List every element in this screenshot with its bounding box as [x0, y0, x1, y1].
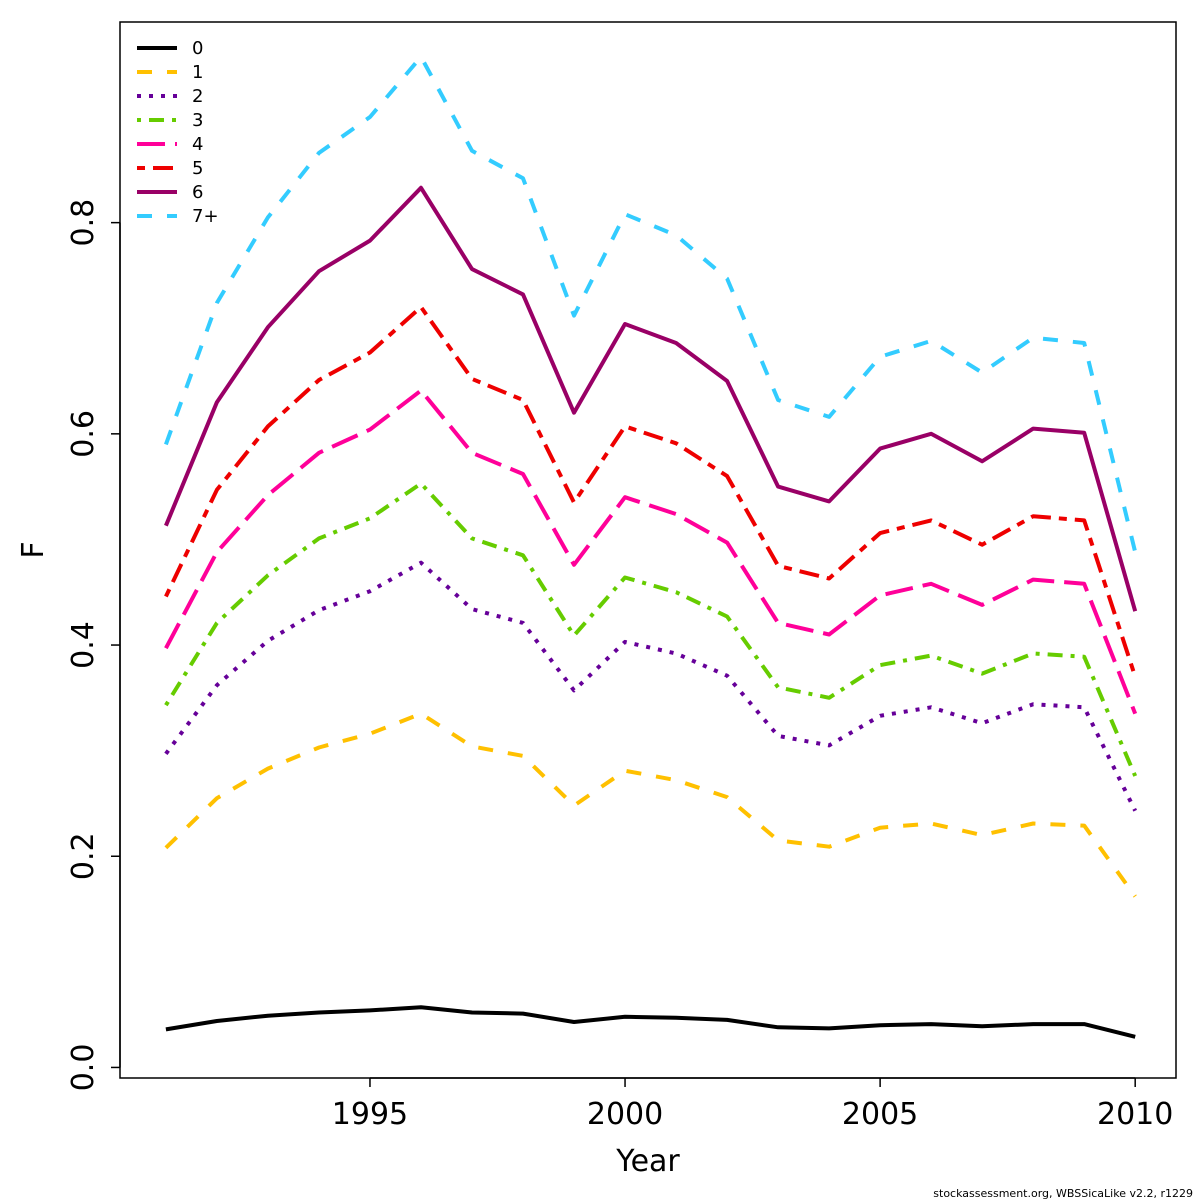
- y-tick-label: 0.8: [66, 199, 101, 247]
- series-line-7plus: [164, 54, 1138, 553]
- legend-label: 5: [192, 158, 203, 179]
- y-tick-label: 0.6: [66, 410, 101, 458]
- y-tick-label: 0.4: [66, 621, 101, 669]
- series-line-3: [164, 481, 1138, 777]
- legend-label: 3: [192, 110, 203, 131]
- legend: 0 1 2 3 4 5 6 7+: [137, 38, 219, 227]
- x-axis: 1995 2000 2005 2010: [332, 1077, 1173, 1132]
- plot-frame: [119, 21, 1177, 1079]
- x-tick-label: 1995: [332, 1097, 408, 1132]
- legend-label: 7+: [192, 206, 219, 227]
- x-tick-label: 2010: [1097, 1097, 1173, 1132]
- legend-label: 4: [192, 134, 203, 155]
- y-tick-label: 0.2: [66, 832, 101, 880]
- legend-label: 2: [192, 86, 203, 107]
- series-line-5: [164, 305, 1138, 678]
- y-axis: 0.0 0.2 0.4 0.6 0.8: [66, 199, 121, 1092]
- y-tick-label: 0.0: [66, 1044, 101, 1092]
- series-line-2: [164, 560, 1137, 812]
- y-axis-title: F: [16, 541, 51, 558]
- legend-label: 0: [192, 38, 203, 59]
- footnote: stockassessment.org, WBSSicaLike v2.2, r…: [933, 1187, 1193, 1200]
- series-line-6: [164, 185, 1138, 612]
- series-line-4: [164, 388, 1138, 715]
- series-layer: [164, 54, 1138, 1039]
- x-axis-title: Year: [615, 1144, 680, 1179]
- x-tick-label: 2005: [842, 1097, 918, 1132]
- legend-label: 6: [192, 182, 203, 203]
- legend-label: 1: [192, 62, 203, 83]
- x-tick-label: 2000: [587, 1097, 663, 1132]
- series-line-1: [164, 711, 1137, 898]
- series-line-0: [165, 1005, 1136, 1039]
